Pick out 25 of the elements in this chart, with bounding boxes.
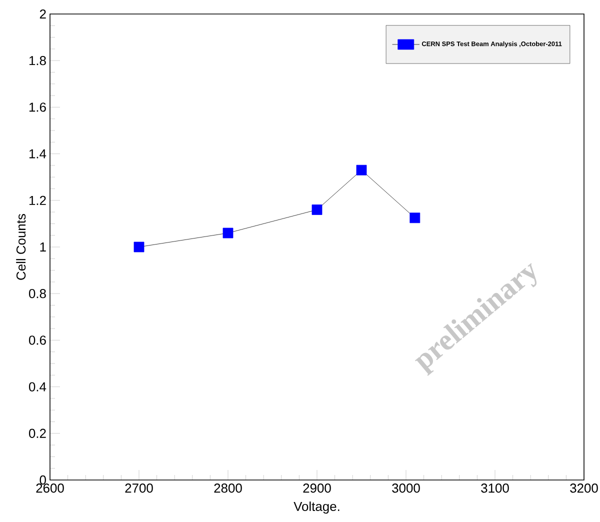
y-tick-label: 1.6 <box>29 102 46 112</box>
y-tick-label: 2 <box>40 9 46 19</box>
point <box>356 164 367 176</box>
point <box>134 242 144 252</box>
y-tick-label: 1 <box>40 242 46 252</box>
y-tick-label: 0.4 <box>28 382 46 392</box>
point <box>312 204 322 215</box>
x-tick-label: 2800 <box>214 484 242 493</box>
x-tick-label: 3000 <box>392 484 420 493</box>
point <box>222 228 234 238</box>
y-axis-title: Cell Counts <box>16 214 26 280</box>
x-tick-label: 2700 <box>125 484 153 493</box>
y-tick-label: 1.2 <box>29 196 46 205</box>
y-tick-label: 0.6 <box>28 336 46 345</box>
point <box>410 212 420 224</box>
y-tick-label: 0.8 <box>28 289 46 298</box>
x-tick-label: 3100 <box>481 484 509 493</box>
y-tick-label: 0.2 <box>28 428 46 438</box>
x-tick-label: 2600 <box>36 484 64 493</box>
x-axis-title: Voltage. <box>294 502 340 514</box>
x-tick-label: 2900 <box>303 484 331 493</box>
y-tick-label: 1.8 <box>29 56 46 66</box>
y-tick-label: 0 <box>40 475 46 485</box>
x-tick-label: 3200 <box>570 484 598 493</box>
y-tick-label: 1.4 <box>29 149 46 158</box>
